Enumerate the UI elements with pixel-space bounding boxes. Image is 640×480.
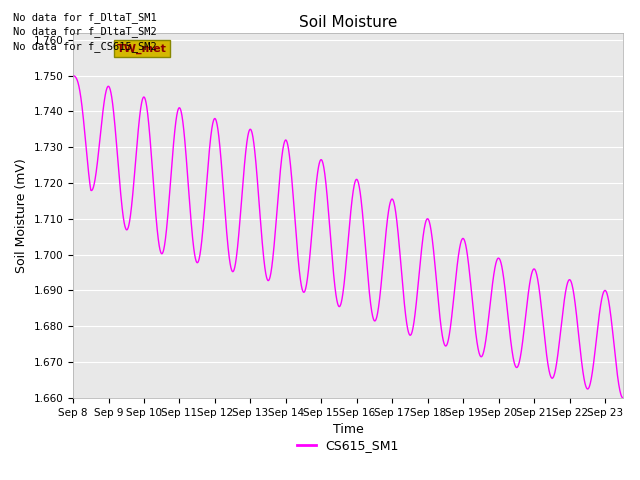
Text: No data for f_DltaT_SM2: No data for f_DltaT_SM2: [13, 26, 157, 37]
Legend: CS615_SM1: CS615_SM1: [292, 434, 404, 457]
Text: No data for f_DltaT_SM1: No data for f_DltaT_SM1: [13, 12, 157, 23]
Text: No data for f_CS615_SM2: No data for f_CS615_SM2: [13, 41, 157, 52]
Title: Soil Moisture: Soil Moisture: [299, 15, 397, 30]
Text: TW_met: TW_met: [117, 44, 167, 54]
X-axis label: Time: Time: [333, 423, 364, 436]
Y-axis label: Soil Moisture (mV): Soil Moisture (mV): [15, 158, 28, 273]
